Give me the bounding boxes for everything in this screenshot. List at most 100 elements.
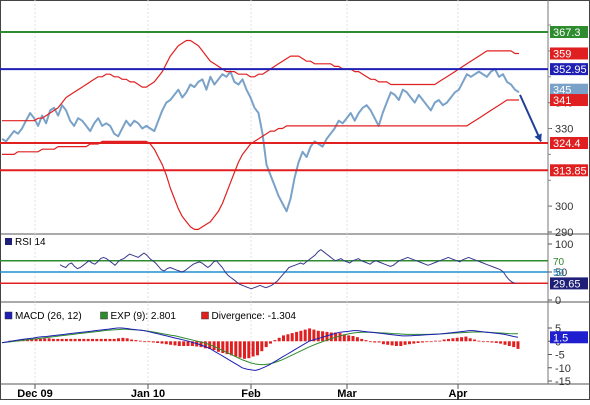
macd-divergence-bar <box>421 341 424 343</box>
macd-divergence-bar <box>464 336 468 342</box>
macd-divergence-bar <box>499 341 503 344</box>
macd-divergence-bar <box>290 333 294 342</box>
macd-divergence-bar <box>143 341 147 343</box>
macd-divergence-bar <box>112 338 116 342</box>
macd-divergence-bar <box>108 338 112 342</box>
macd-divergence-bar <box>182 341 186 346</box>
macd-divergence-bar <box>364 340 368 342</box>
macd-divergence-bar <box>130 339 134 342</box>
main-y-tick-label: 330 <box>555 124 573 136</box>
macd-divergence-bar <box>51 338 55 342</box>
macd-divergence-bar <box>486 341 490 343</box>
macd-divergence-bar <box>234 341 238 357</box>
macd-y-tick-label: -10 <box>555 363 571 375</box>
macd-divergence-bar <box>225 341 229 355</box>
macd-divergence-bar <box>56 338 60 342</box>
macd-divergence-bar <box>238 341 242 358</box>
main-y-tick-label: 300 <box>555 201 573 213</box>
macd-divergence-bar <box>121 337 125 342</box>
macd-divergence-bar <box>151 341 155 343</box>
macd-divergence-bar <box>503 341 507 345</box>
macd-legend-swatch-1 <box>100 311 108 320</box>
macd-divergence-bar <box>134 340 138 342</box>
rsi-title: RSI 14 <box>15 237 46 248</box>
macd-divergence-bar <box>473 339 477 342</box>
macd-divergence-bar <box>82 338 86 342</box>
macd-divergence-bar <box>295 331 299 342</box>
macd-divergence-bar <box>73 338 77 342</box>
marker-tag-2-box <box>550 94 588 107</box>
macd-legend-swatch-2 <box>201 311 209 320</box>
macd-divergence-bar <box>299 330 303 342</box>
macd-divergence-bar <box>494 341 498 343</box>
macd-divergence-bar <box>177 341 181 346</box>
macd-divergence-bar <box>386 341 390 345</box>
macd-divergence-bar <box>282 335 285 342</box>
macd-divergence-bar <box>221 341 225 353</box>
macd-y-tick-label: 5 <box>555 323 561 335</box>
marker-tag-1-box <box>550 83 588 96</box>
macd-divergence-bar <box>434 340 437 342</box>
macd-divergence-bar <box>30 338 34 342</box>
macd-divergence-bar <box>91 338 94 342</box>
macd-divergence-bar <box>408 341 411 345</box>
macd-divergence-bar <box>269 341 272 344</box>
macd-divergence-bar <box>377 341 381 343</box>
macd-divergence-bar <box>329 332 333 342</box>
macd-divergence-bar <box>125 338 129 342</box>
macd-divergence-bar <box>138 340 142 342</box>
macd-y-tick-label: -5 <box>555 350 565 362</box>
macd-divergence-bar <box>442 339 446 342</box>
macd-divergence-bar <box>186 341 190 346</box>
rsi-y-tick-label: 50 <box>555 267 567 279</box>
macd-divergence-bar <box>34 338 38 342</box>
macd-divergence-bar <box>117 338 120 342</box>
macd-divergence-bar <box>360 338 364 342</box>
macd-divergence-bar <box>516 341 520 349</box>
macd-divergence-bar <box>468 338 472 342</box>
macd-divergence-bar <box>347 335 351 342</box>
macd-divergence-bar <box>455 337 459 342</box>
macd-divergence-bar <box>229 341 233 356</box>
macd-current-label: 1.5 <box>553 332 568 344</box>
macd-divergence-bar <box>429 341 433 343</box>
macd-divergence-bar <box>251 341 255 357</box>
macd-divergence-bar <box>164 341 168 345</box>
macd-y-tick-label: -15 <box>555 376 571 388</box>
level-tag-1-label: 352.95 <box>553 64 587 76</box>
level-tag-2-label: 324.4 <box>553 138 581 150</box>
macd-divergence-bar <box>203 341 207 349</box>
main-series-0 <box>1 68 520 213</box>
macd-divergence-bar <box>438 340 442 342</box>
rsi-level-label-1: 50 <box>553 268 565 279</box>
macd-divergence-bar <box>390 341 394 346</box>
macd-divergence-bar <box>243 341 246 359</box>
marker-tag-0-label: 359 <box>553 48 571 60</box>
macd-divergence-bar <box>351 336 355 342</box>
macd-divergence-bar <box>507 341 511 346</box>
marker-tag-1-label: 345 <box>553 85 571 97</box>
macd-divergence-bar <box>260 341 264 352</box>
macd-divergence-bar <box>381 341 385 345</box>
x-tick-label: Dec 09 <box>17 388 52 400</box>
macd-divergence-bar <box>512 341 516 348</box>
macd-divergence-bar <box>368 341 372 343</box>
x-tick-label: Mar <box>337 388 357 400</box>
macd-divergence-bar <box>212 341 216 350</box>
x-tick-label: Jan 10 <box>131 388 165 400</box>
macd-divergence-bar <box>190 341 194 346</box>
rsi-current-box <box>550 277 588 290</box>
macd-divergence-bar <box>47 338 51 342</box>
macd-legend-label-0: MACD (26, 12) <box>15 311 82 322</box>
level-tag-2-box <box>550 136 588 149</box>
macd-legend-label-2: Divergence: -1.304 <box>212 311 297 322</box>
macd-divergence-bar <box>416 341 420 343</box>
macd-divergence-bar <box>64 338 68 342</box>
macd-divergence-bar <box>338 333 342 342</box>
level-tag-3-label: 313.85 <box>553 165 587 177</box>
rsi-y-tick-label: 0 <box>555 295 561 307</box>
macd-line <box>1 327 519 371</box>
macd-divergence-bar <box>60 338 64 342</box>
macd-divergence-bar <box>38 338 42 342</box>
